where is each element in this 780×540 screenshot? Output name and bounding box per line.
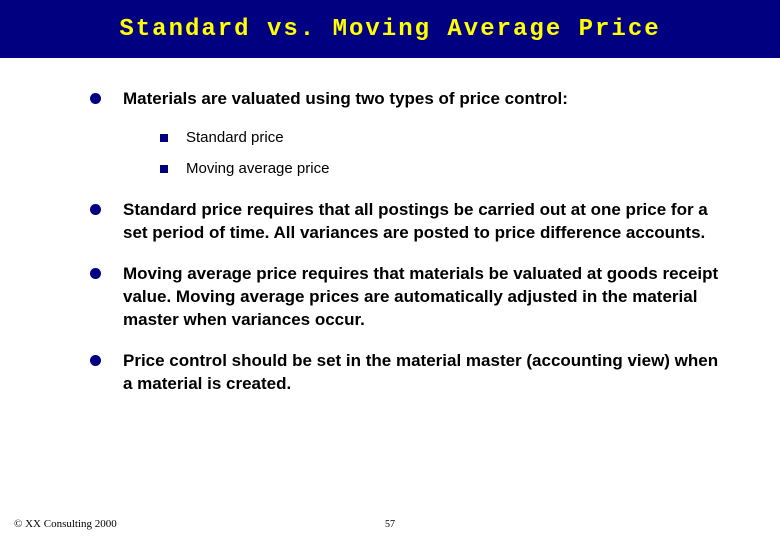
sub-bullet-item: Standard price (160, 129, 720, 146)
bullet-item: Moving average price requires that mater… (90, 263, 720, 332)
bullet-text: Moving average price requires that mater… (123, 263, 720, 332)
sub-bullet-marker-icon (160, 134, 168, 142)
sub-bullet-item: Moving average price (160, 160, 720, 177)
bullet-item: Price control should be set in the mater… (90, 350, 720, 396)
slide-title: Standard vs. Moving Average Price (119, 16, 660, 43)
bullet-text: Materials are valuated using two types o… (123, 88, 568, 111)
bullet-item: Standard price requires that all posting… (90, 199, 720, 245)
content-area: Materials are valuated using two types o… (0, 58, 780, 396)
footer-page-number: 57 (0, 519, 780, 530)
bullet-marker-icon (90, 93, 101, 104)
bullet-marker-icon (90, 355, 101, 366)
sub-bullet-text: Standard price (186, 129, 284, 146)
bullet-item: Materials are valuated using two types o… (90, 88, 720, 111)
title-bar: Standard vs. Moving Average Price (0, 0, 780, 58)
bullet-marker-icon (90, 268, 101, 279)
bullet-marker-icon (90, 204, 101, 215)
sub-bullet-text: Moving average price (186, 160, 329, 177)
sub-bullet-list: Standard price Moving average price (160, 129, 720, 177)
bullet-text: Price control should be set in the mater… (123, 350, 720, 396)
sub-bullet-marker-icon (160, 165, 168, 173)
bullet-text: Standard price requires that all posting… (123, 199, 720, 245)
